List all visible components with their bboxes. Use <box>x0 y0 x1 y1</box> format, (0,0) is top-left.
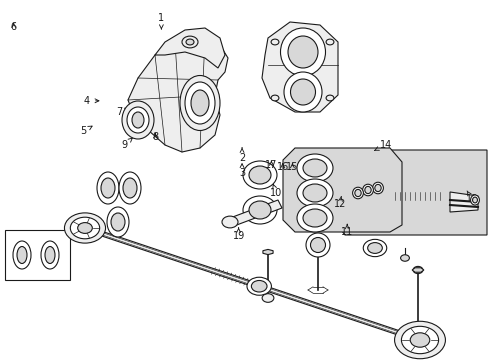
Ellipse shape <box>290 79 315 105</box>
Bar <box>5 230 70 280</box>
Ellipse shape <box>372 182 383 194</box>
Ellipse shape <box>41 241 59 269</box>
Text: 11: 11 <box>340 224 353 237</box>
Ellipse shape <box>280 28 325 76</box>
Ellipse shape <box>132 112 143 128</box>
Ellipse shape <box>243 161 276 189</box>
Text: 5: 5 <box>80 126 92 136</box>
Ellipse shape <box>354 189 361 197</box>
Ellipse shape <box>17 247 27 264</box>
Polygon shape <box>262 22 337 112</box>
Polygon shape <box>83 226 420 342</box>
Ellipse shape <box>364 186 370 194</box>
Polygon shape <box>411 268 423 272</box>
Circle shape <box>401 326 438 354</box>
Circle shape <box>400 255 408 261</box>
Circle shape <box>270 39 278 45</box>
Text: 2: 2 <box>239 148 244 163</box>
Ellipse shape <box>127 107 149 133</box>
Circle shape <box>270 95 278 101</box>
Circle shape <box>409 333 429 347</box>
Polygon shape <box>263 249 272 255</box>
Text: 17: 17 <box>264 160 277 170</box>
Ellipse shape <box>362 184 373 196</box>
Ellipse shape <box>352 187 363 199</box>
Ellipse shape <box>305 233 329 257</box>
Ellipse shape <box>123 178 137 198</box>
Ellipse shape <box>284 72 321 112</box>
Ellipse shape <box>303 209 326 227</box>
Polygon shape <box>128 38 227 152</box>
Ellipse shape <box>310 238 325 252</box>
Text: 7: 7 <box>117 107 128 117</box>
Ellipse shape <box>248 166 270 184</box>
Ellipse shape <box>184 82 215 124</box>
Ellipse shape <box>107 207 129 237</box>
Ellipse shape <box>45 247 55 264</box>
Ellipse shape <box>191 90 208 116</box>
Ellipse shape <box>471 197 476 203</box>
Text: 15: 15 <box>285 162 298 172</box>
Polygon shape <box>334 150 486 235</box>
Circle shape <box>185 39 194 45</box>
Text: 16: 16 <box>276 162 288 172</box>
Circle shape <box>70 217 100 239</box>
Ellipse shape <box>303 184 326 202</box>
Text: 13: 13 <box>306 45 325 55</box>
Polygon shape <box>155 28 224 68</box>
Text: 18: 18 <box>465 191 477 204</box>
Circle shape <box>325 39 333 45</box>
Ellipse shape <box>248 201 270 219</box>
Circle shape <box>262 294 273 302</box>
Text: 1: 1 <box>158 13 164 29</box>
Ellipse shape <box>180 76 220 130</box>
Circle shape <box>251 280 266 292</box>
Ellipse shape <box>111 213 125 231</box>
Ellipse shape <box>243 196 276 224</box>
Ellipse shape <box>296 179 332 207</box>
Circle shape <box>325 95 333 101</box>
Ellipse shape <box>97 172 119 204</box>
Ellipse shape <box>101 178 115 198</box>
Text: 3: 3 <box>239 164 244 178</box>
Text: 19: 19 <box>232 228 244 241</box>
Ellipse shape <box>119 172 141 204</box>
Text: 4: 4 <box>84 96 99 106</box>
Text: 12: 12 <box>333 197 346 210</box>
Circle shape <box>394 321 445 359</box>
Ellipse shape <box>122 101 154 139</box>
Ellipse shape <box>374 184 381 192</box>
Circle shape <box>363 239 386 257</box>
Ellipse shape <box>296 154 332 182</box>
Text: 6: 6 <box>11 22 17 32</box>
Circle shape <box>64 213 105 243</box>
Ellipse shape <box>469 195 478 205</box>
Text: 9: 9 <box>122 138 132 150</box>
Circle shape <box>246 277 271 295</box>
Text: 10: 10 <box>269 184 282 198</box>
Circle shape <box>412 266 422 274</box>
Polygon shape <box>229 200 282 226</box>
Ellipse shape <box>287 36 317 68</box>
Ellipse shape <box>296 204 332 232</box>
Circle shape <box>222 216 238 228</box>
Circle shape <box>367 243 382 253</box>
Ellipse shape <box>13 241 31 269</box>
Polygon shape <box>283 148 401 232</box>
Text: 8: 8 <box>152 132 158 142</box>
Circle shape <box>78 222 92 233</box>
Polygon shape <box>449 192 477 212</box>
Text: 14: 14 <box>374 140 392 150</box>
Circle shape <box>182 36 198 48</box>
Ellipse shape <box>303 159 326 177</box>
